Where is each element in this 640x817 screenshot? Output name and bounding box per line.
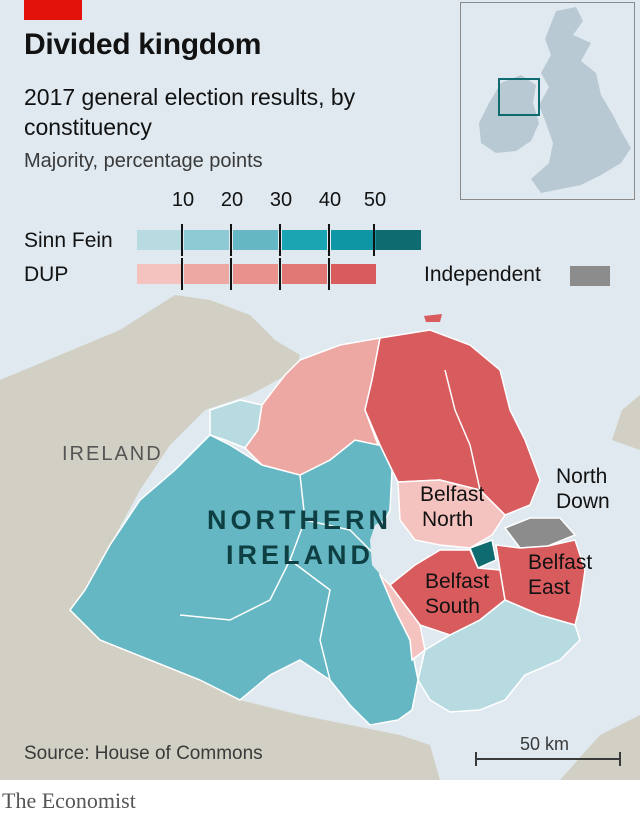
legend-tick-40: 40: [318, 189, 342, 211]
source-note: Source: House of Commons: [24, 743, 263, 764]
constituency-boundary: [179, 474, 381, 681]
map-label-ireland-ni: IRELAND: [226, 540, 374, 570]
constituency-south-down: [417, 599, 581, 713]
legend-swatch-sinn-fein-2: [184, 230, 229, 250]
legend-tick-10: 10: [171, 189, 195, 211]
inset-highlight-box: [498, 78, 540, 116]
rathlin-island: [424, 314, 442, 322]
chart-subtitle: 2017 general election results, by consti…: [24, 84, 356, 140]
map-label-belfast-east-2: East: [528, 576, 571, 599]
britain-land: [612, 395, 640, 450]
legend-swatch-sinn-fein-4: [282, 230, 327, 250]
legend-divider: [279, 258, 281, 290]
legend-divider: [328, 224, 330, 256]
inset-locator-map: [460, 2, 635, 200]
constituency-belfast-north: [397, 479, 506, 549]
legend-tick-50: 50: [363, 189, 387, 211]
map-label-belfast-south-1: Belfast: [425, 570, 490, 593]
legend-divider: [181, 258, 183, 290]
map-label-north-down-2: Down: [556, 490, 610, 513]
constituency-belfast-east: [495, 539, 586, 626]
economist-red-tag: [24, 0, 82, 20]
map-label-belfast-north-1: Belfast: [420, 483, 485, 506]
inset-map-svg: [479, 7, 631, 193]
chart-title: Divided kingdom: [24, 28, 262, 61]
legend-tick-30: 30: [269, 189, 293, 211]
ireland-land: [0, 295, 440, 780]
scale-bar-label: 50 km: [520, 734, 570, 754]
legend-divider: [230, 258, 232, 290]
legend-divider: [279, 224, 281, 256]
legend-swatch-sinn-fein-6: [376, 230, 421, 250]
chart-panel: Divided kingdom 2017 general election re…: [0, 0, 640, 780]
legend-swatch-dup-2: [184, 264, 229, 284]
legend-divider: [181, 224, 183, 256]
legend-swatch-dup-3: [233, 264, 278, 284]
legend-swatch-sinn-fein-1: [137, 230, 181, 250]
legend-label-independent: Independent: [424, 263, 541, 286]
scale-bar: [475, 752, 621, 766]
map-label-belfast-east-1: Belfast: [528, 551, 593, 574]
legend-independent-swatch: [570, 266, 610, 286]
legend-label-dup: DUP: [24, 263, 69, 286]
map-label-belfast-south-2: South: [425, 595, 480, 618]
constituency-boundary-antrim: [444, 369, 481, 491]
chart-unit: Majority, percentage points: [24, 150, 263, 172]
legend-swatch-sinn-fein-5: [331, 230, 376, 250]
legend-label-sinn-fein: Sinn Fein: [24, 229, 113, 252]
map-label-belfast-north-2: North: [422, 508, 474, 531]
constituency-east-londonderry: [244, 337, 381, 476]
constituency-upper-bann: [379, 574, 426, 662]
legend-swatch-dup-4: [282, 264, 327, 284]
legend-divider: [230, 224, 232, 256]
map-label-northern: NORTHERN: [207, 505, 392, 535]
britain-land-south: [560, 715, 640, 780]
inset-great-britain: [531, 7, 631, 193]
publisher-logo: The Economist: [2, 788, 136, 813]
map-label-north-down-1: North: [556, 465, 608, 488]
legend-divider: [373, 224, 375, 256]
map-label-ireland: IRELAND: [62, 443, 163, 465]
legend-swatch-sinn-fein-3: [233, 230, 278, 250]
legend-swatch-dup-1: [137, 264, 181, 284]
map-svg: [0, 295, 640, 780]
legend-divider: [328, 258, 330, 290]
legend-swatch-dup-5: [331, 264, 376, 284]
lough-neagh: [370, 515, 400, 580]
legend-tick-20: 20: [220, 189, 244, 211]
